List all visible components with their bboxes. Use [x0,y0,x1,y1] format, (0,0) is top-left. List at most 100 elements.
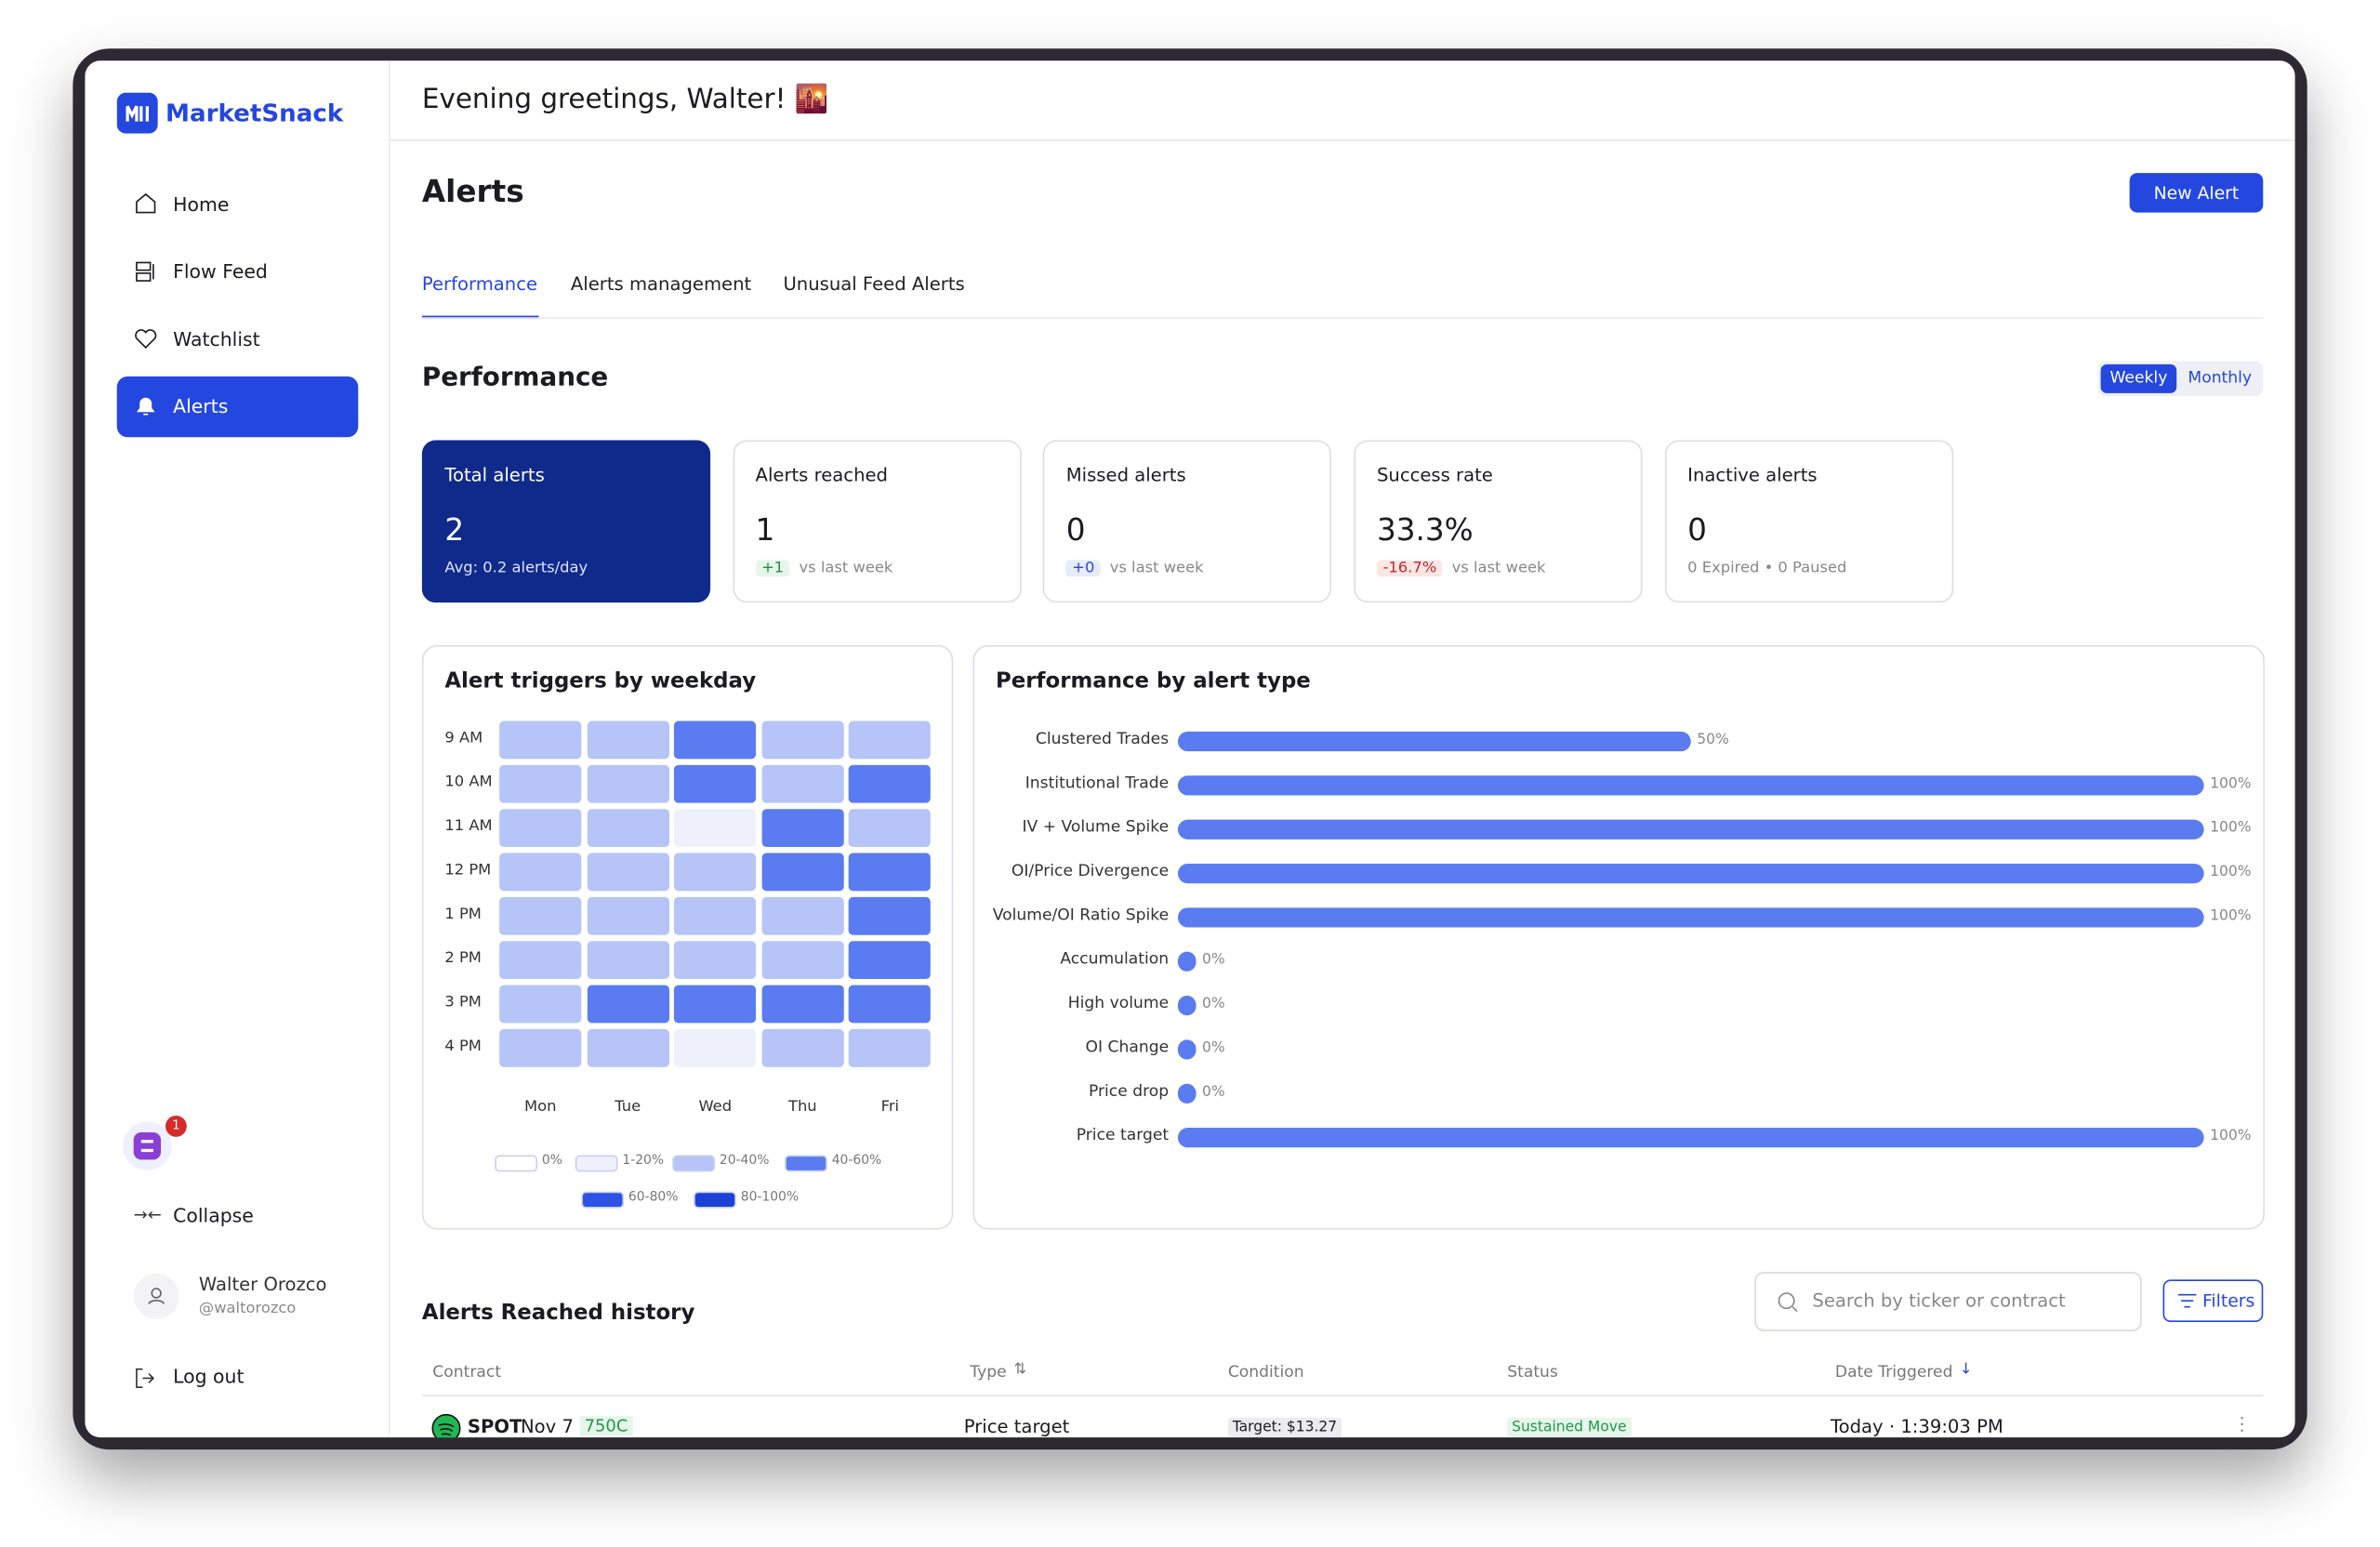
row-menu[interactable]: ⋮ [2232,1412,2252,1435]
tab[interactable]: Performance [421,272,538,295]
nav-item[interactable]: Flow Feed [117,241,359,301]
panel-title: Alert triggers by weekday [444,668,757,694]
section-title: Performance [421,363,609,393]
row-label: 9 AM [444,730,483,747]
new-alert-button[interactable]: New Alert [2129,173,2264,213]
stat-card: Total alerts 2 Avg: 0.2 alerts/day [421,440,711,603]
heat-cell [761,896,844,935]
screen: MarketSnack Home Flow Feed Watchlist Alerts… [85,60,2295,1438]
delta: +0 [1065,560,1101,577]
legend-label: 20-40% [719,1153,770,1170]
filters-button[interactable]: Filters [2162,1279,2264,1323]
value-label: 50% [1697,731,1729,748]
heat-cell [849,764,932,803]
day-label: Fri [880,1099,900,1116]
heat-cell [499,941,582,980]
column-header[interactable]: Type [970,1363,1007,1382]
toggle-option[interactable]: Monthly [2188,368,2253,388]
user-avatar [133,1273,179,1319]
table-line [421,1395,2264,1397]
user-handle: @waltorozco [198,1301,297,1318]
panel-title: Performance by alert type [996,668,1311,694]
heat-cell [674,896,757,935]
search-icon [1778,1292,1798,1313]
sidebar: MarketSnack Home Flow Feed Watchlist Alerts… [85,60,390,1438]
toggle-option[interactable]: Weekly [2100,364,2177,393]
nav-item[interactable]: Home [117,173,359,233]
search-box[interactable]: Search by ticker or contract [1754,1272,2142,1331]
heat-cell [587,853,669,892]
legend-swatch [694,1191,736,1209]
logout[interactable]: Log out [173,1364,245,1388]
heat-cell [849,941,932,980]
row-label: 2 PM [444,950,482,967]
stat-card: Alerts reached 1 +1 vs last week [733,440,1022,603]
card-value: 33.3% [1376,511,1474,549]
bar-label: Price target [1076,1126,1170,1145]
nav-icon [136,192,156,214]
legend-swatch [672,1155,715,1172]
column-header: Status [1507,1363,1558,1382]
heat-cell [587,721,669,760]
bar-label: Accumulation [1060,950,1170,969]
heat-cell [674,721,757,760]
row-label: 11 AM [444,817,493,835]
card-title: Success rate [1376,464,1493,486]
legend-swatch [575,1155,618,1172]
card-title: Inactive alerts [1687,464,1818,486]
filter-icon [2177,1293,2197,1308]
value-label: 100% [2210,863,2252,880]
history-title: Alerts Reached history [421,1301,695,1326]
heat-cell [674,985,757,1024]
column-header[interactable]: Date Triggered [1834,1363,1953,1382]
card-title: Total alerts [444,464,545,486]
day-label: Tue [615,1099,641,1116]
value-label: 0% [1202,996,1225,1012]
heat-cell [761,721,844,760]
nav-label: Flow Feed [173,259,268,283]
legend-swatch [495,1155,537,1172]
legend-label: 60-80% [628,1189,679,1206]
bar-label: Price drop [1088,1082,1170,1101]
heat-cell [587,809,669,848]
card-title: Missed alerts [1065,464,1186,486]
legend-label: 1-20% [622,1153,665,1170]
strike: 750C [579,1416,633,1436]
row-label: 4 PM [444,1038,482,1055]
heat-cell [499,809,582,848]
bar [1177,996,1197,1016]
heat-cell [761,853,844,892]
triggered: Today · 1:39:03 PM [1830,1416,2003,1438]
tab[interactable]: Unusual Feed Alerts [783,272,965,295]
bar-label: OI Change [1085,1038,1170,1057]
bar [1177,819,2204,840]
bar-label: Volume/OI Ratio Spike [992,906,1170,925]
type: Price target [963,1416,1070,1438]
tab[interactable]: Alerts management [570,272,752,295]
card-sub-text: vs last week [1109,560,1204,577]
page-title: Alerts [421,173,524,210]
user-name: Walter Orozco [198,1273,327,1295]
heat-cell [761,985,844,1024]
day-label: Mon [524,1099,557,1116]
card-sub: -16.7% vs last week [1376,560,1545,577]
row-label: 1 PM [444,906,482,923]
heatmap-panel: Alert triggers by weekday 9 AM 10 AM 11 AM… [421,644,954,1230]
heat-cell [761,764,844,803]
bar [1177,731,1691,752]
card-value: 1 [755,511,775,549]
nav-item[interactable]: Alerts [116,376,359,437]
status: Sustained Move [1507,1417,1632,1438]
value-label: 100% [2210,1128,2252,1145]
chat-icon[interactable] [122,1120,174,1172]
badge: 1 [165,1115,187,1137]
nav-item[interactable]: Watchlist [117,308,359,368]
bar-label: Institutional Trade [1025,774,1170,793]
heat-cell [849,896,932,935]
legend-label: 0% [541,1153,562,1170]
collapse[interactable]: Collapse [173,1203,254,1227]
nav-label: Watchlist [173,326,260,350]
row-label: 10 AM [444,774,493,791]
heat-cell [849,809,932,848]
bar-label: OI/Price Divergence [1011,862,1170,880]
